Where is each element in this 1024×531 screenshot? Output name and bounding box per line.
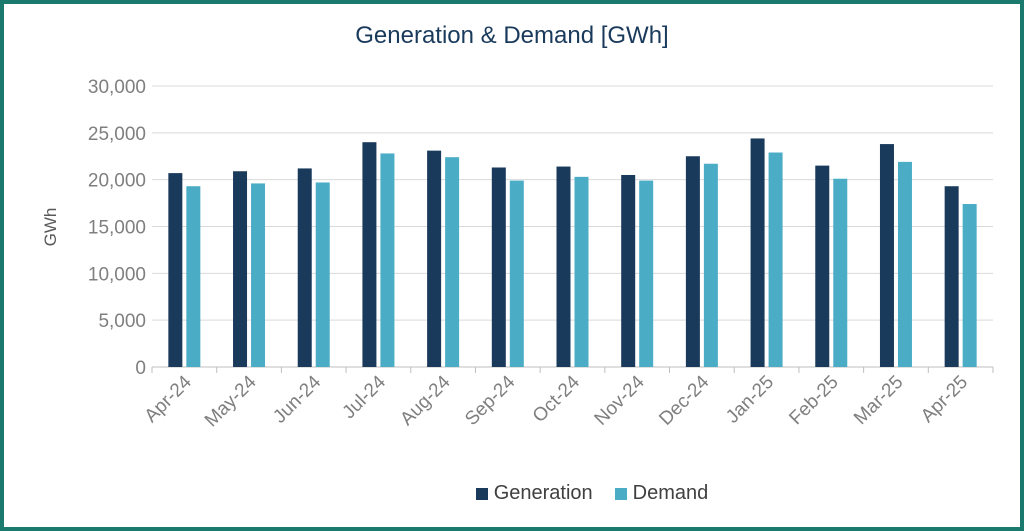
- bar-demand-sep-24: [509, 180, 524, 367]
- bar-demand-jan-25: [768, 152, 783, 367]
- legend-label-generation: Generation: [493, 482, 593, 504]
- bar-demand-apr-25: [962, 204, 977, 367]
- bar-generation-apr-25: [944, 186, 959, 367]
- x-tick-label: Jun-24: [269, 371, 325, 427]
- y-tick-label: 10,000: [88, 264, 146, 285]
- x-tick-label: Feb-25: [785, 372, 842, 429]
- y-tick-label: 30,000: [88, 77, 146, 98]
- bar-generation-jun-24: [297, 168, 312, 367]
- bar-generation-nov-24: [621, 174, 636, 367]
- y-tick-label: 20,000: [88, 171, 146, 192]
- bar-demand-apr-24: [186, 186, 201, 367]
- x-tick-label: Sep-24: [461, 371, 519, 429]
- x-tick-label: Oct-24: [529, 371, 584, 426]
- bar-generation-oct-24: [556, 166, 571, 367]
- y-axis-label: GWh: [41, 208, 60, 247]
- bar-demand-nov-24: [639, 180, 654, 367]
- bar-generation-jul-24: [362, 142, 377, 367]
- bar-generation-jan-25: [750, 138, 765, 367]
- bar-generation-dec-24: [685, 156, 700, 367]
- bar-demand-may-24: [251, 183, 266, 367]
- legend-label-demand: Demand: [632, 482, 709, 504]
- bar-demand-jul-24: [380, 153, 395, 367]
- y-tick-label: 0: [135, 358, 146, 379]
- y-tick-label: 5,000: [98, 311, 146, 332]
- bar-demand-oct-24: [574, 176, 589, 367]
- bar-demand-aug-24: [445, 157, 460, 367]
- legend-item-demand: Demand: [614, 482, 709, 505]
- bar-demand-mar-25: [897, 161, 912, 367]
- chart-title: Generation & Demand [GWh]: [355, 22, 669, 49]
- x-tick-label: Aug-24: [396, 371, 454, 429]
- legend-item-generation: Generation: [475, 482, 593, 505]
- bar-generation-may-24: [233, 171, 248, 367]
- y-tick-label: 25,000: [88, 124, 146, 145]
- bar-demand-jun-24: [315, 182, 330, 367]
- legend: Generation Demand: [0, 482, 1024, 505]
- x-tick-label: Mar-25: [850, 372, 907, 429]
- x-tick-label: Dec-24: [655, 371, 713, 429]
- bar-generation-sep-24: [491, 167, 506, 367]
- y-tick-label: 15,000: [88, 218, 146, 239]
- bar-generation-mar-25: [879, 144, 894, 367]
- legend-swatch-generation: [475, 487, 488, 500]
- bar-demand-dec-24: [703, 163, 718, 367]
- x-tick-label: Jul-24: [339, 371, 391, 423]
- bar-demand-feb-25: [833, 178, 848, 367]
- bar-generation-aug-24: [427, 150, 442, 367]
- x-tick-label: Apr-25: [917, 372, 972, 427]
- x-tick-label: May-24: [201, 371, 261, 431]
- bar-generation-apr-24: [168, 173, 183, 367]
- x-tick-label: Jan-25: [722, 372, 778, 428]
- x-tick-label: Nov-24: [591, 371, 649, 429]
- legend-swatch-demand: [614, 487, 627, 500]
- bar-generation-feb-25: [815, 165, 830, 367]
- x-tick-label: Apr-24: [141, 371, 196, 426]
